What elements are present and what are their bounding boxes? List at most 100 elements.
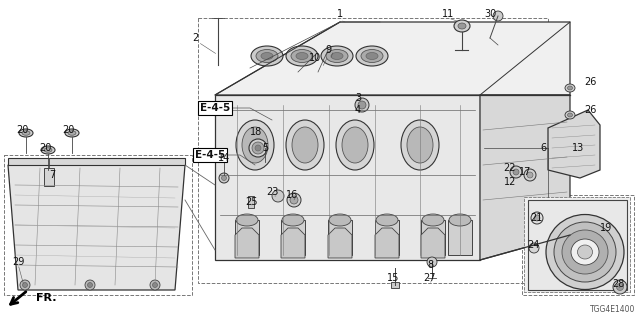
Circle shape <box>22 283 28 287</box>
Ellipse shape <box>68 131 76 135</box>
Bar <box>248 196 254 208</box>
Text: 26: 26 <box>584 77 596 87</box>
Polygon shape <box>8 165 185 290</box>
Text: E-4-5: E-4-5 <box>195 150 225 160</box>
Polygon shape <box>215 22 570 95</box>
Polygon shape <box>328 228 352 258</box>
Text: 7: 7 <box>49 170 55 180</box>
Bar <box>281 220 305 255</box>
Ellipse shape <box>261 52 273 60</box>
Bar <box>524 197 630 292</box>
Ellipse shape <box>296 52 308 60</box>
Ellipse shape <box>562 230 608 274</box>
Bar <box>522 195 634 295</box>
Circle shape <box>85 280 95 290</box>
Ellipse shape <box>454 20 470 32</box>
Text: 27: 27 <box>424 273 436 283</box>
Polygon shape <box>528 200 627 290</box>
Ellipse shape <box>290 196 298 204</box>
Ellipse shape <box>527 172 533 178</box>
Text: 21: 21 <box>530 213 542 223</box>
Polygon shape <box>480 95 570 260</box>
Circle shape <box>88 283 93 287</box>
Text: 9: 9 <box>325 45 331 55</box>
Text: 25: 25 <box>246 197 259 207</box>
Text: 26: 26 <box>584 105 596 115</box>
Ellipse shape <box>252 142 264 154</box>
Bar <box>391 282 399 288</box>
Ellipse shape <box>286 120 324 170</box>
Text: 20: 20 <box>16 125 28 135</box>
Ellipse shape <box>249 139 267 157</box>
Text: 22: 22 <box>504 163 516 173</box>
Text: 24: 24 <box>527 240 539 250</box>
Text: 6: 6 <box>540 143 546 153</box>
Text: 16: 16 <box>286 190 298 200</box>
Ellipse shape <box>361 50 383 62</box>
Bar <box>235 220 259 255</box>
Ellipse shape <box>321 46 353 66</box>
Ellipse shape <box>255 145 261 151</box>
Ellipse shape <box>44 148 52 152</box>
Text: 23: 23 <box>266 187 278 197</box>
Circle shape <box>616 284 623 291</box>
Ellipse shape <box>242 127 268 163</box>
Circle shape <box>493 11 503 21</box>
Polygon shape <box>8 158 185 165</box>
Ellipse shape <box>236 120 274 170</box>
Ellipse shape <box>577 245 593 259</box>
Text: 5: 5 <box>262 143 268 153</box>
Ellipse shape <box>287 193 301 207</box>
Circle shape <box>529 243 539 253</box>
Ellipse shape <box>19 129 33 137</box>
Ellipse shape <box>568 86 573 90</box>
Text: 28: 28 <box>612 279 624 289</box>
Polygon shape <box>524 197 630 292</box>
Ellipse shape <box>449 214 471 226</box>
Ellipse shape <box>356 46 388 66</box>
Text: 11: 11 <box>442 9 454 19</box>
Ellipse shape <box>331 52 343 60</box>
Bar <box>421 220 445 255</box>
Text: 1: 1 <box>337 9 343 19</box>
Polygon shape <box>548 110 600 178</box>
Polygon shape <box>421 228 445 258</box>
Ellipse shape <box>236 214 258 226</box>
Bar <box>4 155 192 295</box>
Circle shape <box>534 215 540 221</box>
Ellipse shape <box>366 52 378 60</box>
Text: 12: 12 <box>504 177 516 187</box>
Bar <box>198 18 548 283</box>
Ellipse shape <box>256 50 278 62</box>
Ellipse shape <box>292 127 318 163</box>
Circle shape <box>219 173 229 183</box>
Ellipse shape <box>251 46 283 66</box>
Ellipse shape <box>326 50 348 62</box>
Ellipse shape <box>571 239 599 265</box>
Text: 10: 10 <box>309 53 321 63</box>
Ellipse shape <box>291 50 313 62</box>
Ellipse shape <box>286 46 318 66</box>
Bar <box>375 220 399 255</box>
Ellipse shape <box>355 98 369 112</box>
Circle shape <box>152 283 157 287</box>
Circle shape <box>150 280 160 290</box>
Text: 2: 2 <box>192 33 198 43</box>
Polygon shape <box>375 228 399 258</box>
Ellipse shape <box>524 169 536 181</box>
Ellipse shape <box>342 127 368 163</box>
Text: 13: 13 <box>572 143 584 153</box>
Polygon shape <box>215 95 480 260</box>
Text: TGG4E1400: TGG4E1400 <box>589 305 635 314</box>
Text: E-4-5: E-4-5 <box>200 103 230 113</box>
Ellipse shape <box>41 146 55 154</box>
Circle shape <box>513 169 519 175</box>
Text: FR.: FR. <box>36 293 56 303</box>
Ellipse shape <box>65 129 79 137</box>
Circle shape <box>20 280 30 290</box>
Bar <box>448 220 472 255</box>
Ellipse shape <box>458 23 466 29</box>
Bar <box>328 220 352 255</box>
Text: 3: 3 <box>355 93 361 103</box>
Text: 14: 14 <box>218 153 230 163</box>
